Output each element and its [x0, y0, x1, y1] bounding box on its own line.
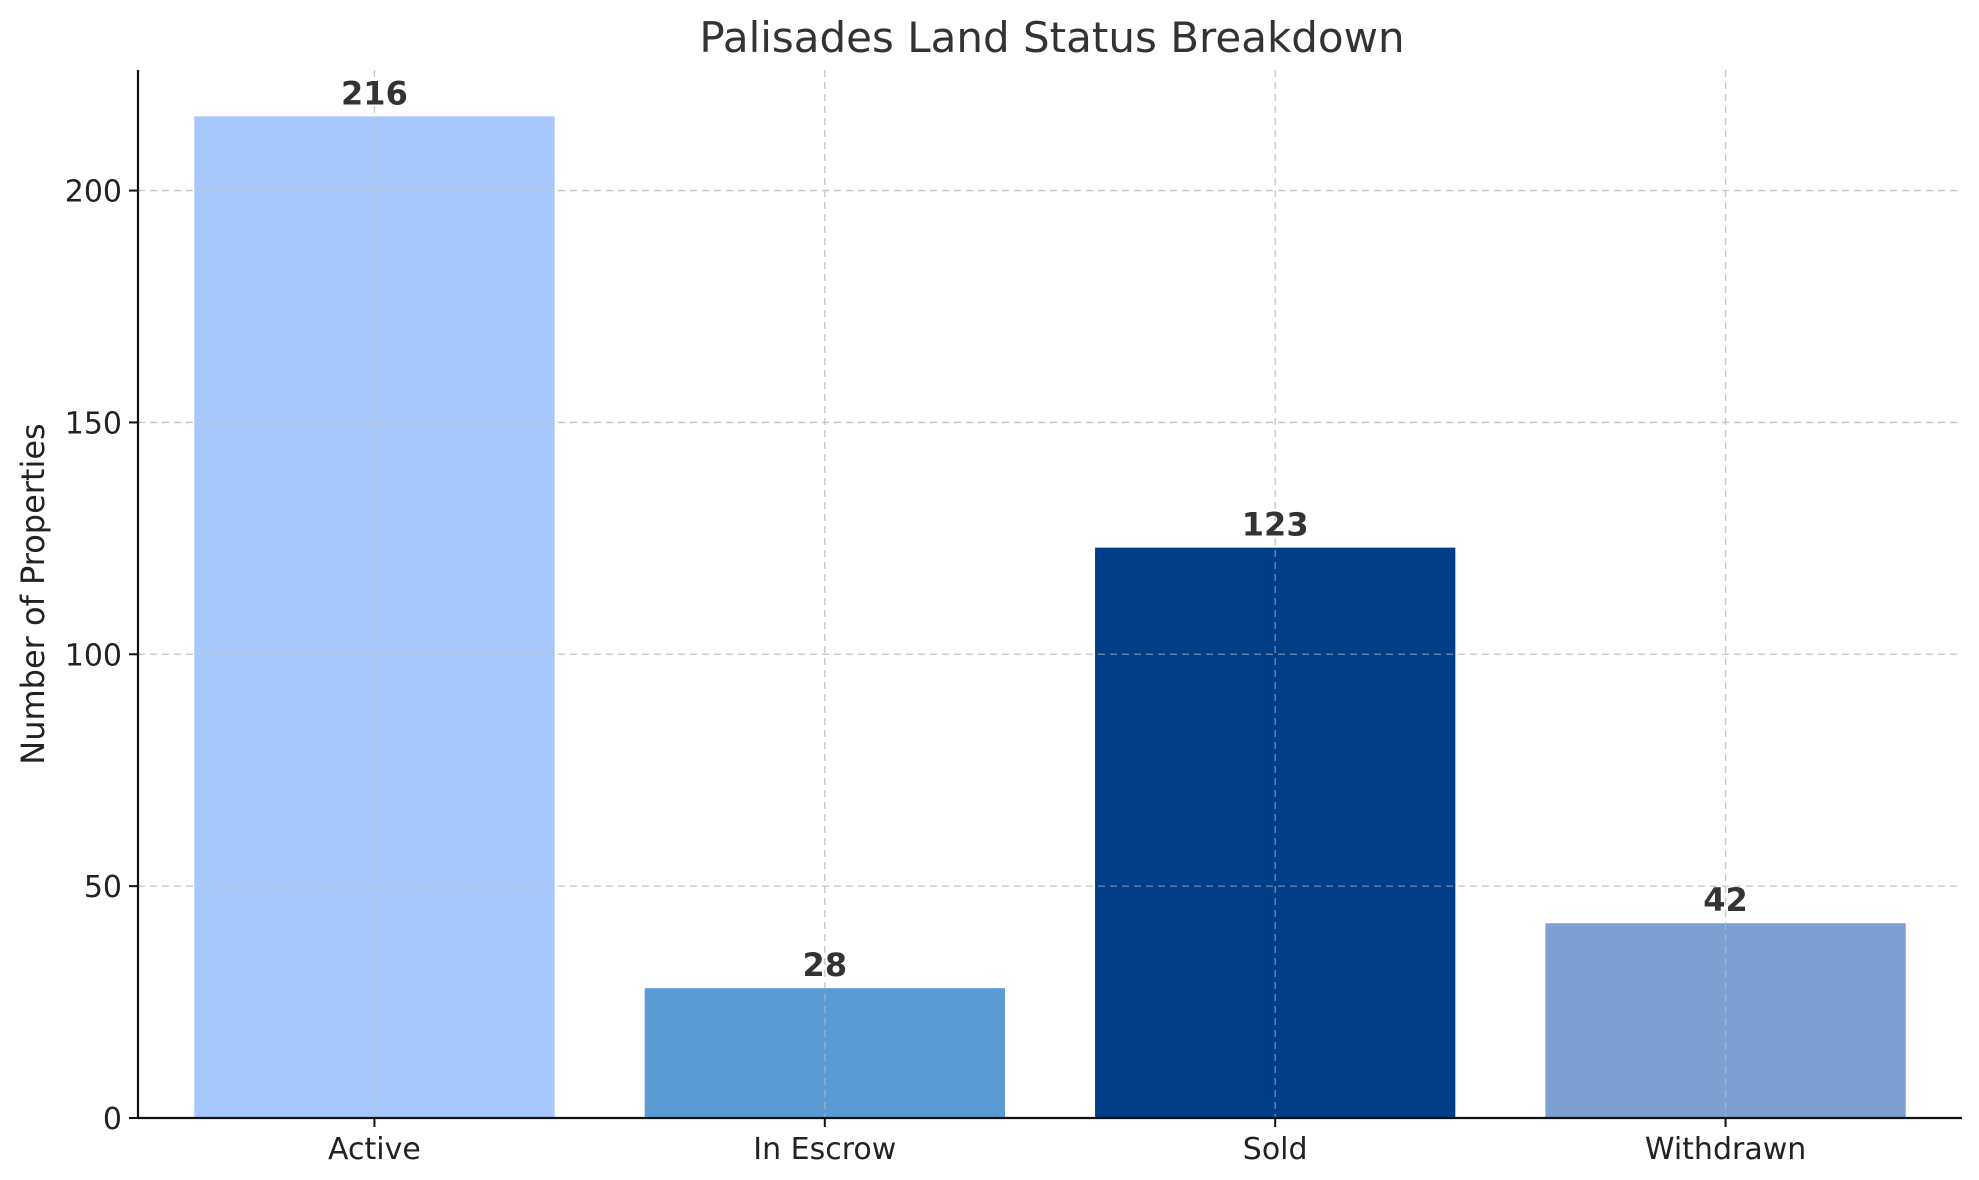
y-tick-label: 0: [103, 1102, 122, 1137]
bar-value-label: 28: [803, 946, 848, 984]
y-tick-label: 150: [65, 406, 122, 441]
bar-value-label: 216: [341, 74, 408, 112]
bars: [194, 116, 1906, 1118]
y-tick-label: 50: [84, 870, 122, 905]
x-tick-label: In Escrow: [753, 1132, 896, 1167]
x-tick-label: Active: [328, 1132, 421, 1167]
x-tick-label: Sold: [1243, 1132, 1308, 1167]
x-tick-label: Withdrawn: [1645, 1132, 1806, 1167]
grid-overlay: [138, 70, 1962, 1118]
axes: [129, 70, 1962, 1127]
y-axis-title: Number of Properties: [14, 423, 52, 764]
tick-labels: 0 50 100 150 200 Active In Escrow Sold Withdrawn: [65, 175, 1807, 1167]
y-tick-label: 200: [65, 175, 122, 210]
value-labels: 216 28 123 42: [341, 74, 1748, 984]
bar-value-label: 123: [1242, 506, 1309, 544]
y-tick-label: 100: [65, 638, 122, 673]
bar-value-label: 42: [1703, 881, 1748, 919]
chart-title: Palisades Land Status Breakdown: [699, 13, 1404, 62]
